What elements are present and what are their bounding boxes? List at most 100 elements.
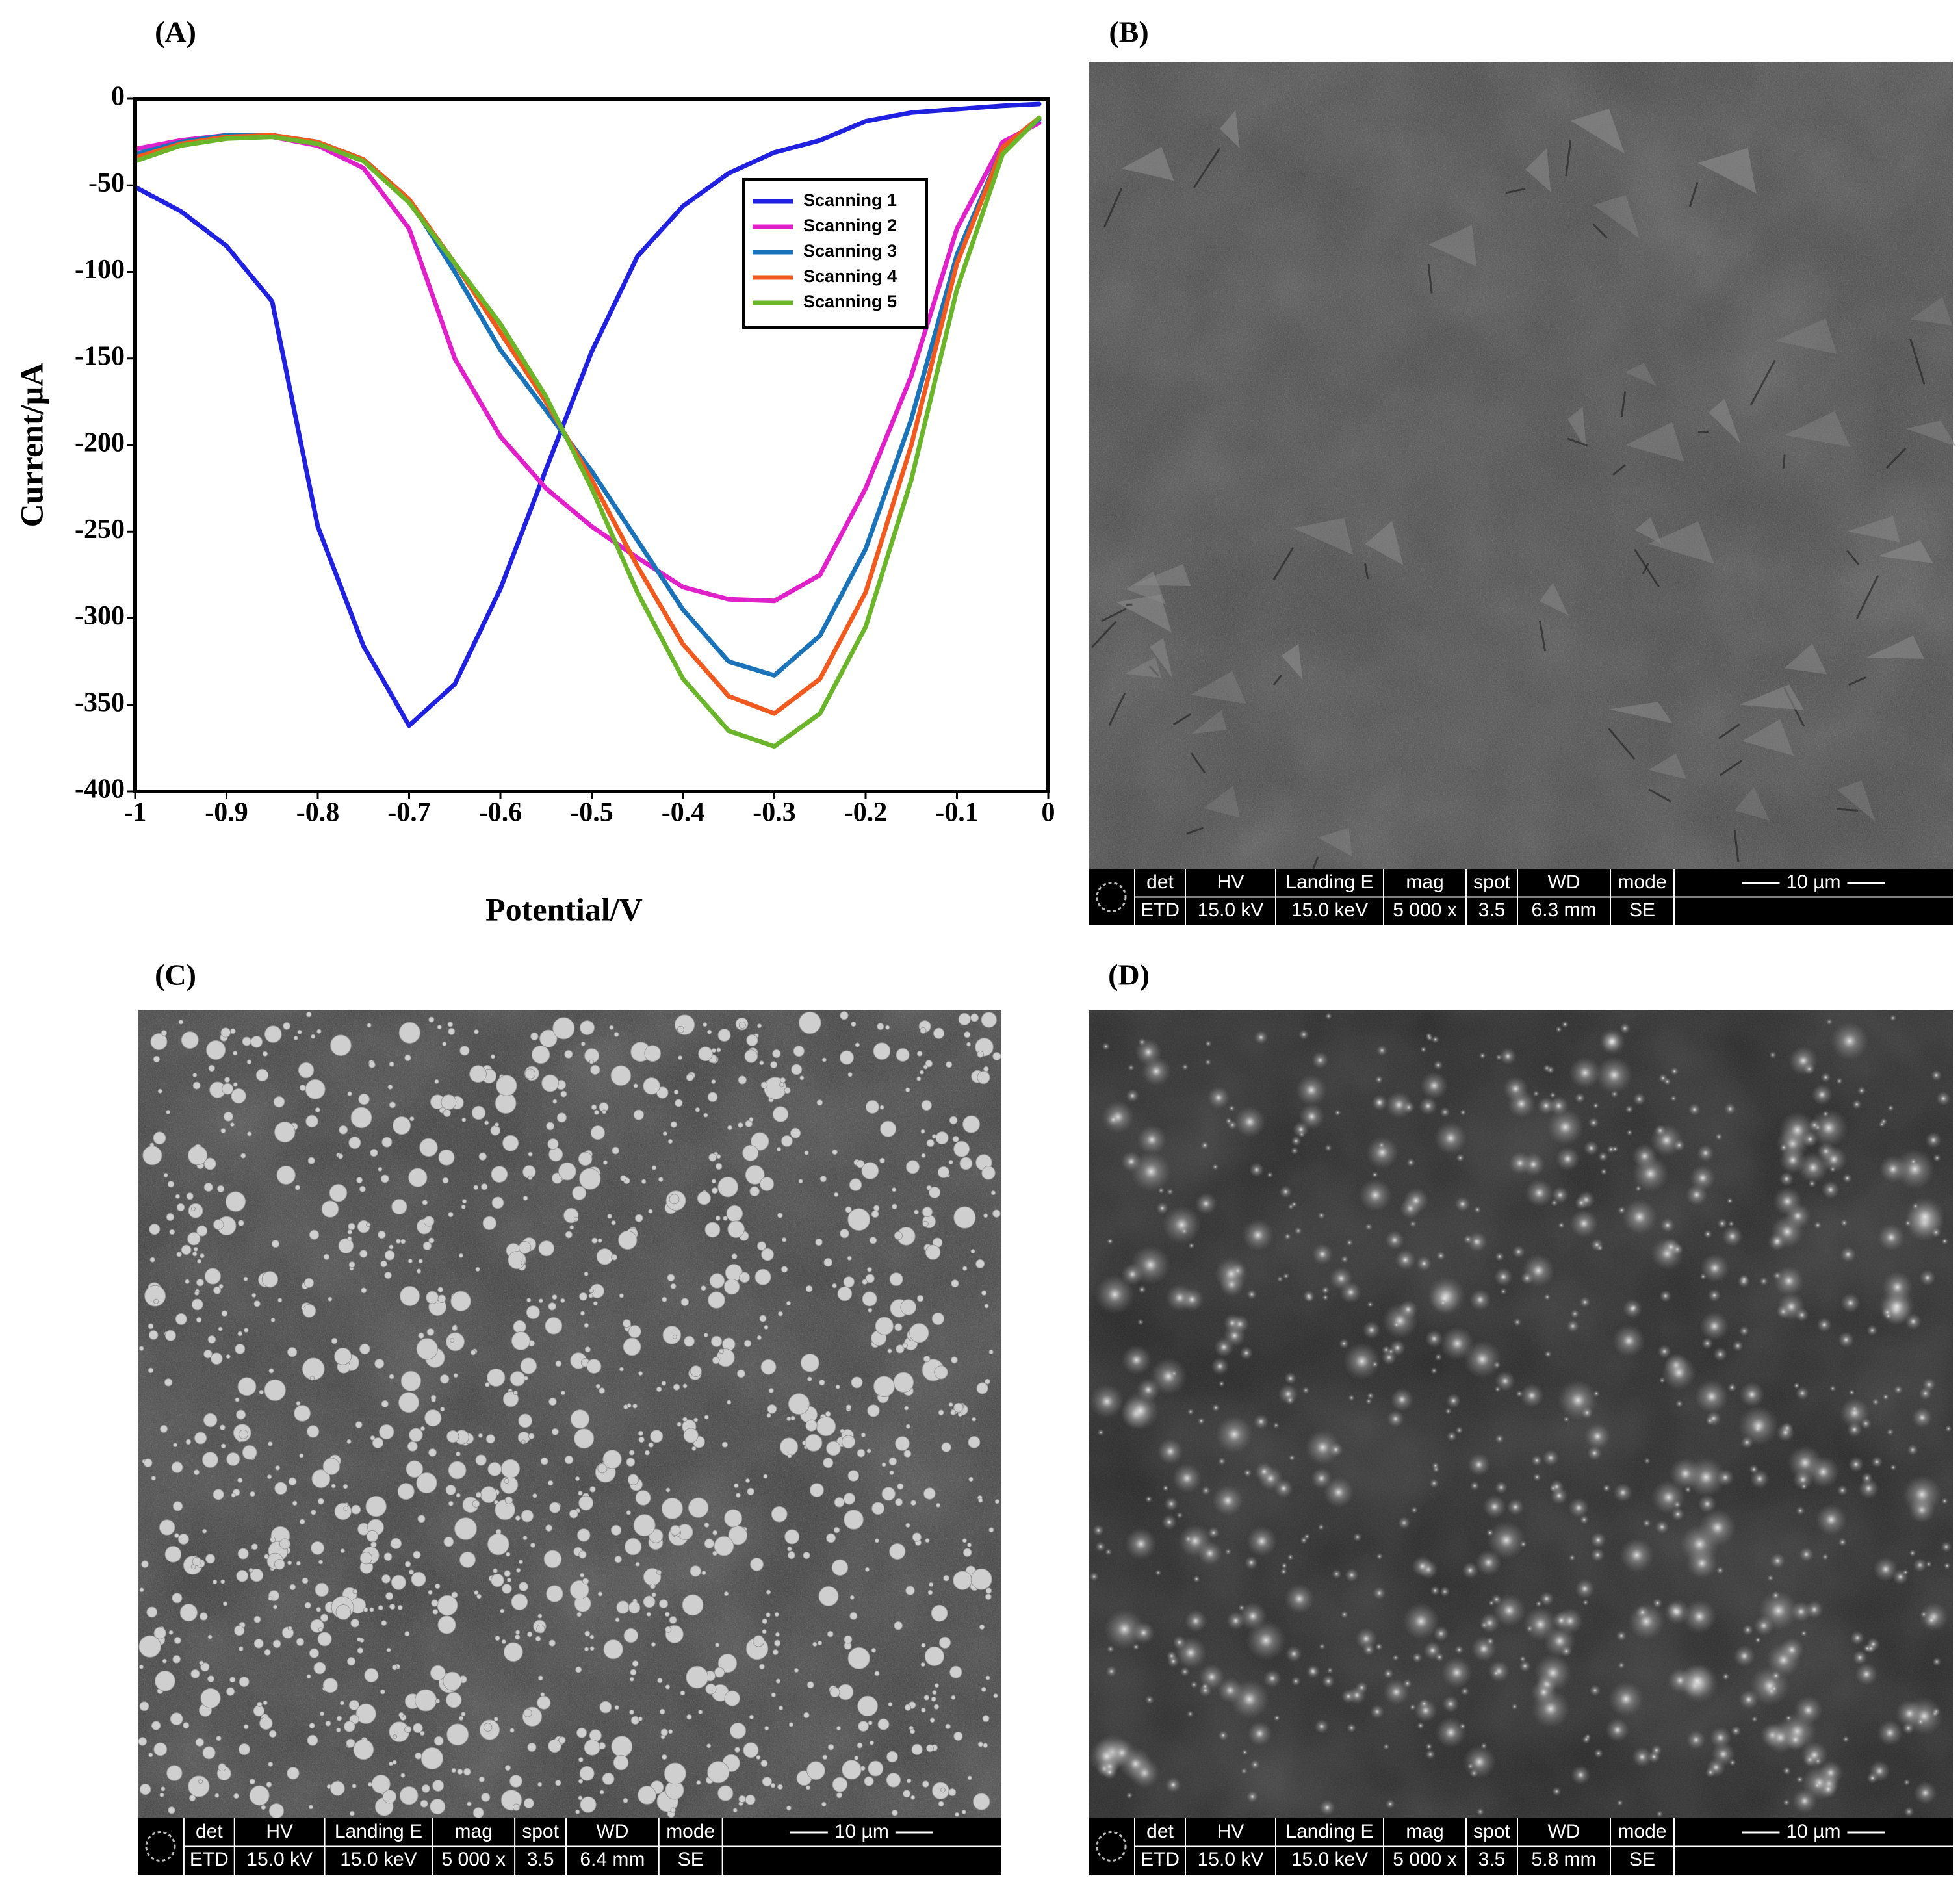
glow-particle [1943, 1562, 1951, 1569]
particle [611, 1254, 617, 1261]
glow-particle [1358, 1178, 1392, 1212]
glow-particle [1345, 1568, 1359, 1582]
glow-particle [1751, 1716, 1758, 1723]
surface-flake [1708, 398, 1741, 444]
particle [299, 1453, 304, 1458]
glow-particle [1092, 1524, 1104, 1536]
glow-particle [1776, 1423, 1795, 1442]
particle [799, 1011, 821, 1034]
particle [330, 1034, 352, 1057]
particle [384, 1271, 392, 1279]
particle [690, 1365, 702, 1378]
glow-particle [1635, 1605, 1650, 1619]
particle [249, 1785, 270, 1806]
particle [823, 1458, 834, 1469]
glow-particle [1343, 1342, 1381, 1380]
particle [717, 1785, 734, 1801]
glow-particle [1385, 1091, 1413, 1119]
particle [279, 1538, 290, 1550]
x-tick-label: -0.6 [479, 798, 522, 828]
particle [346, 1738, 355, 1748]
glow-particle [1788, 1046, 1818, 1076]
glow-particle [1816, 1317, 1832, 1333]
particle [675, 1099, 683, 1107]
particle [500, 1459, 521, 1479]
particle [305, 1079, 326, 1099]
particle [946, 1061, 953, 1068]
glow-particle [1574, 1092, 1586, 1103]
glow-particle [1590, 1548, 1605, 1562]
particle [738, 1795, 746, 1803]
particle [378, 1166, 383, 1172]
glow-particle [1390, 1388, 1414, 1411]
particle [877, 1023, 884, 1031]
glow-particle [1218, 1730, 1228, 1741]
glow-particle [1425, 1743, 1433, 1751]
particle [707, 1092, 718, 1103]
particle [665, 1626, 672, 1633]
glow-particle [1699, 1273, 1707, 1280]
particle [607, 1214, 612, 1219]
glow-particle [1282, 1272, 1289, 1279]
glow-particle [1440, 1326, 1475, 1361]
particle [431, 1599, 439, 1607]
particle [703, 1022, 708, 1027]
particle [169, 1229, 175, 1235]
info-value: 3.5 [1478, 899, 1506, 921]
surface-crack [1427, 264, 1433, 294]
glow-particle [1840, 1246, 1857, 1263]
glow-particle [1916, 1717, 1925, 1726]
particle [320, 1711, 325, 1716]
particle [329, 1183, 348, 1202]
surface-flake [1734, 786, 1770, 821]
particle [590, 1064, 600, 1075]
particle [708, 1153, 717, 1162]
particle [203, 1157, 216, 1170]
particle [649, 1583, 656, 1589]
particle [155, 1671, 175, 1691]
particle [576, 1612, 582, 1617]
particle [490, 1125, 501, 1136]
particle [623, 1797, 628, 1803]
info-value: 5 000 x [442, 1849, 506, 1870]
particle [461, 1117, 467, 1122]
glow-particle [1273, 1714, 1280, 1721]
surface-crack [1885, 447, 1907, 469]
glow-particle [1467, 1453, 1491, 1476]
particle [214, 1793, 220, 1798]
particle [673, 1383, 680, 1391]
glow-particle [1469, 1289, 1491, 1311]
particle [456, 1451, 461, 1457]
particle [524, 1068, 536, 1079]
particle [453, 1373, 458, 1378]
glow-particle [1201, 1485, 1211, 1496]
particle [662, 1296, 667, 1302]
particle [475, 1491, 482, 1498]
glow-particle [1317, 1524, 1324, 1531]
surface-flake [1122, 147, 1174, 181]
series-line [133, 101, 1042, 728]
glow-particle [1244, 1556, 1258, 1570]
particle [620, 1175, 627, 1182]
particle [340, 1548, 345, 1554]
particle [322, 1678, 338, 1693]
particle [958, 1012, 971, 1026]
particle [759, 1664, 765, 1670]
particle [807, 1376, 812, 1381]
particle [597, 1238, 602, 1243]
particle [231, 1088, 246, 1104]
particle [385, 1592, 394, 1600]
particle [220, 1128, 226, 1134]
particle [855, 1042, 860, 1047]
particle [143, 1458, 153, 1468]
particle [832, 1149, 838, 1155]
particle [985, 1378, 990, 1385]
particle [188, 1775, 210, 1797]
glow-particle [1190, 1680, 1198, 1689]
particle [430, 1665, 446, 1681]
particle [632, 1403, 638, 1409]
glow-particle [1885, 1312, 1892, 1320]
glow-particle [1239, 1602, 1267, 1630]
glow-particle [1102, 1042, 1111, 1051]
glow-particle [1621, 1199, 1657, 1235]
